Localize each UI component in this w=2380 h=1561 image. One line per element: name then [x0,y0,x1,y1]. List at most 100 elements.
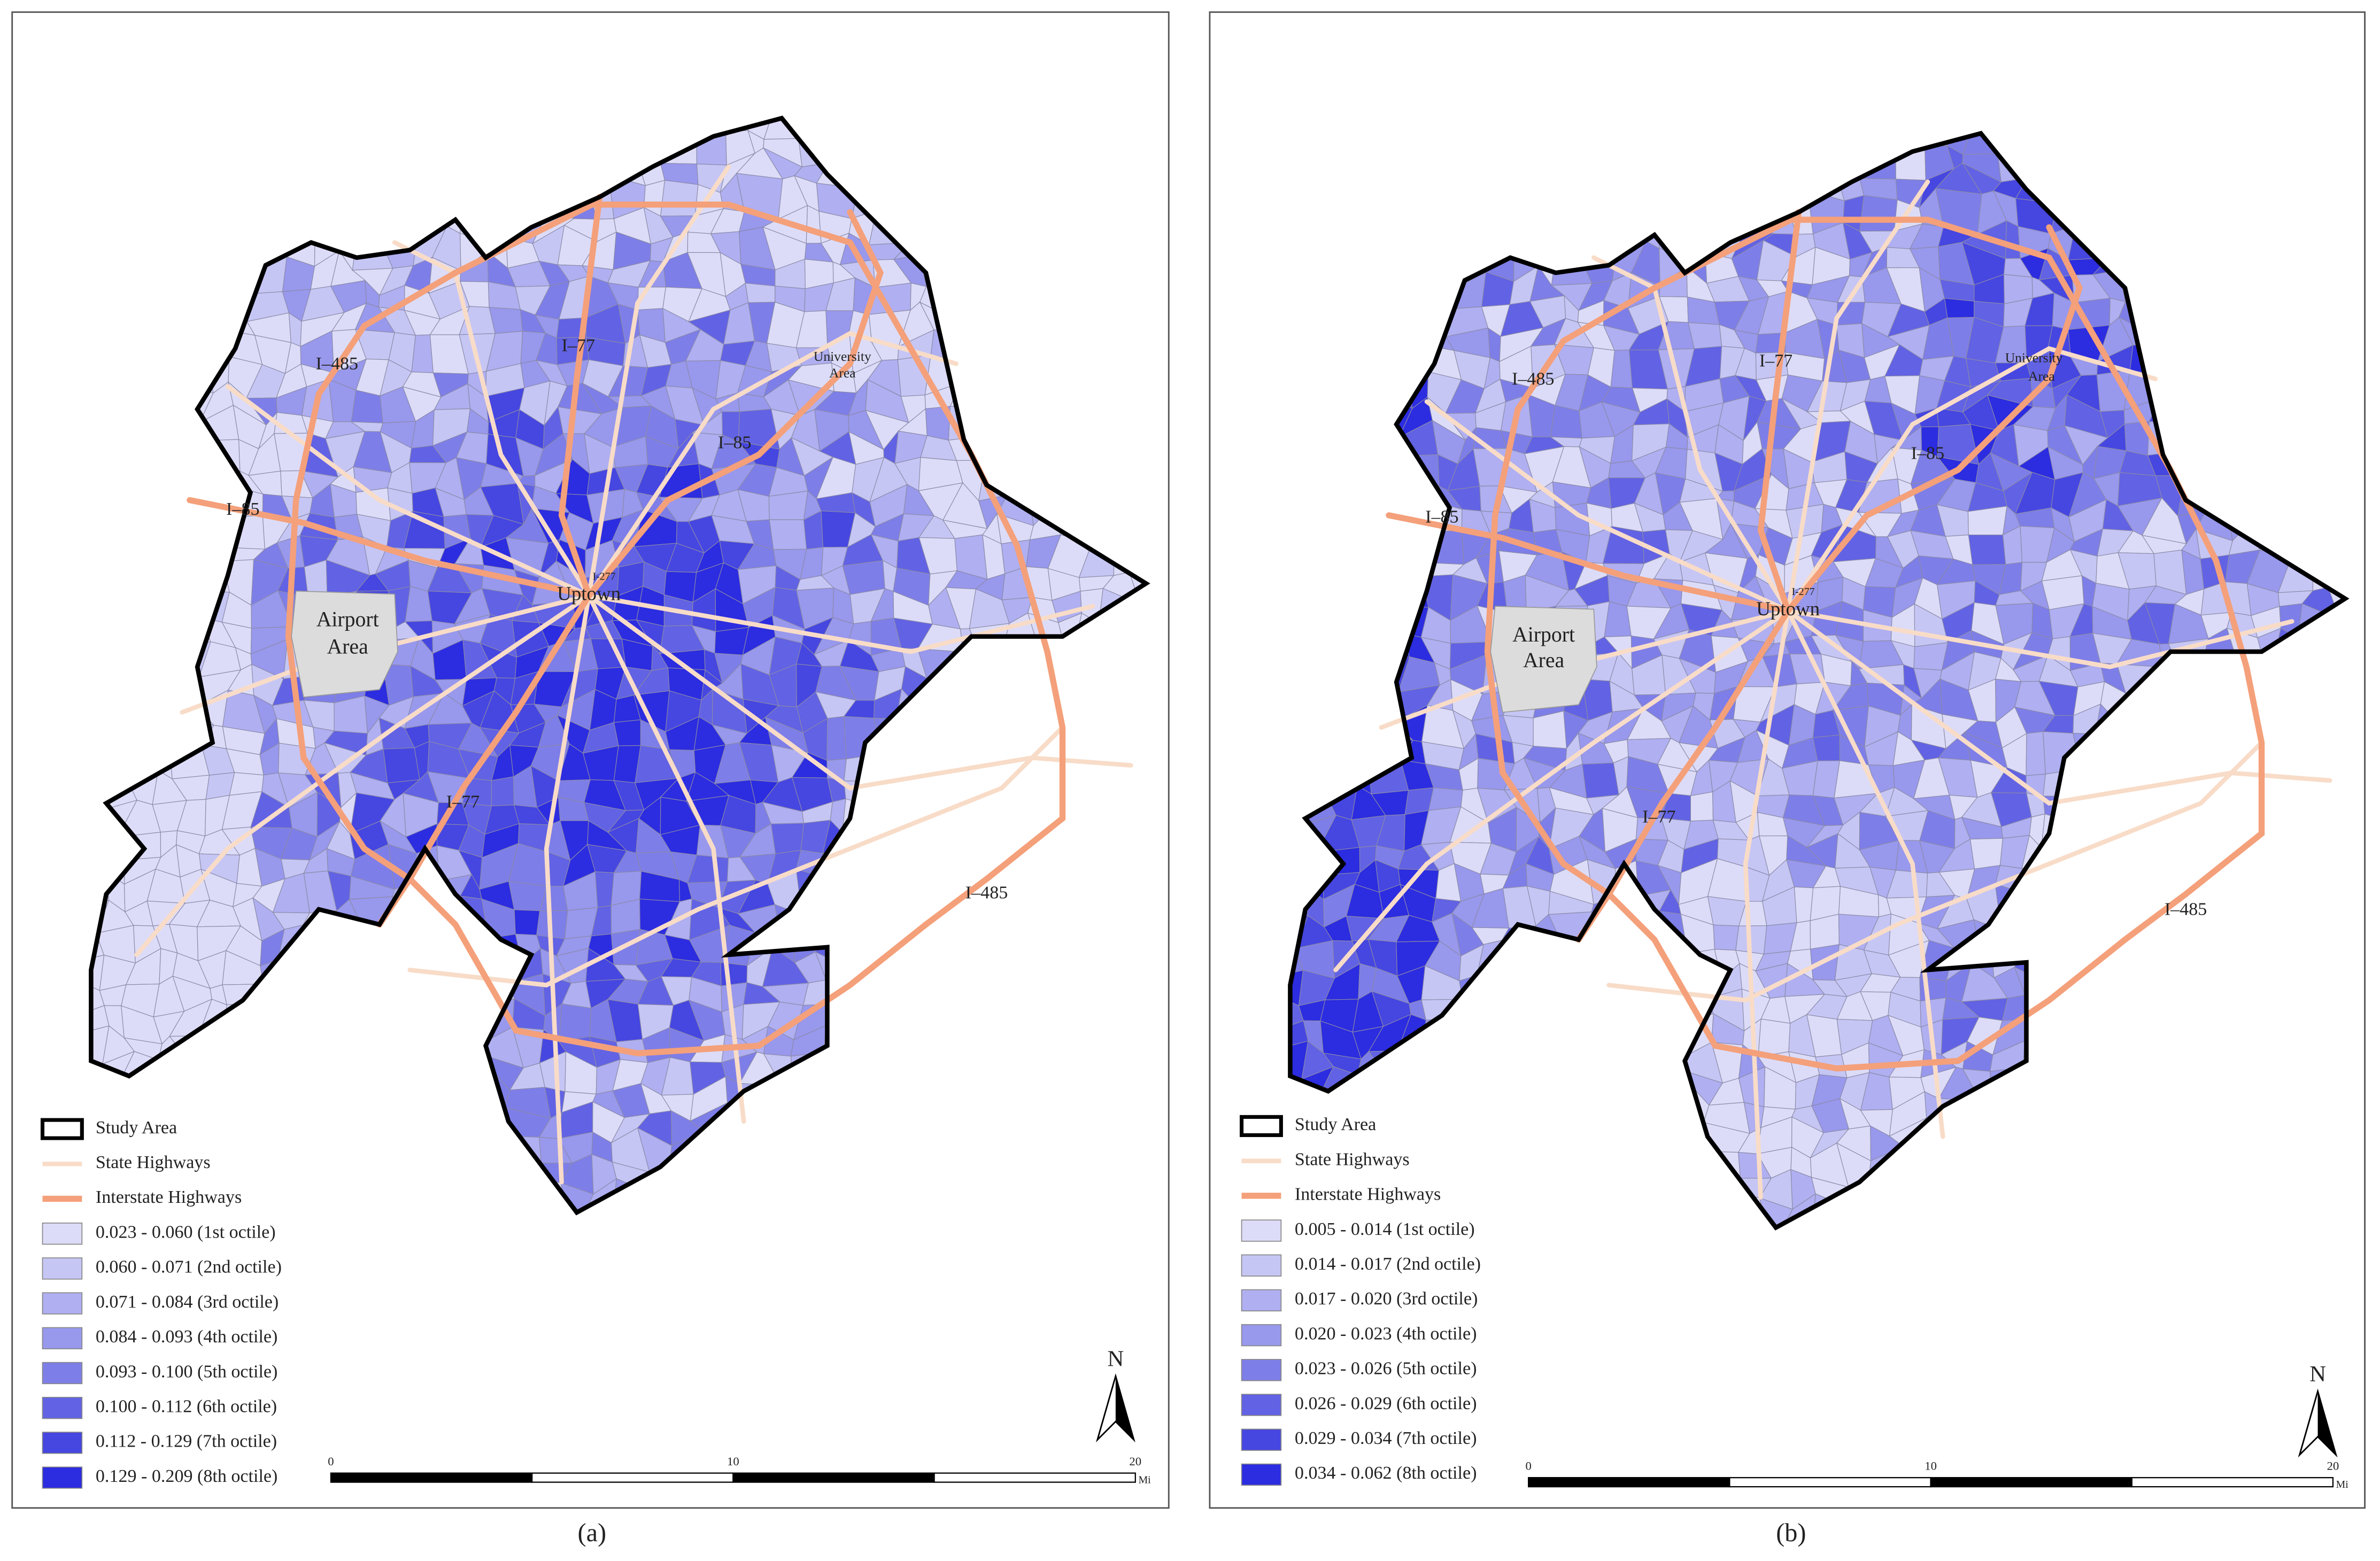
tract [727,1241,754,1258]
tract [1290,549,1308,589]
tract [949,1109,984,1134]
tract [2180,370,2204,415]
tract [481,154,524,185]
tract [559,118,602,140]
tract [1833,1195,1867,1228]
tract [789,1152,833,1195]
tract [2376,737,2380,770]
tract [1549,1123,1585,1150]
tract [636,122,661,164]
tract [1063,1055,1084,1089]
tract [2281,406,2315,441]
tract [983,1130,999,1172]
tract [869,1076,911,1116]
tract [1938,1141,1981,1180]
tract [613,719,641,746]
tract [1297,500,1319,542]
tract [666,1160,692,1199]
tract [1124,896,1146,930]
legend-label: 0.060 - 0.071 (2nd octile) [96,1257,282,1277]
tract [1026,677,1068,706]
tract [1926,1256,1953,1273]
tract [1755,175,1795,208]
tract [1500,1115,1537,1158]
tract [280,1106,314,1146]
tract [768,1207,807,1212]
tract [1331,399,1359,435]
tract [383,1087,414,1109]
tract [2325,710,2345,740]
tract [1679,1224,1721,1228]
tract [1007,957,1035,987]
tract [431,1060,473,1085]
tract [1029,844,1060,889]
tract [1152,129,1194,158]
tract [2091,1048,2126,1083]
tract [2067,823,2108,851]
tract [1554,1172,1587,1212]
tract [894,1232,937,1268]
tract [1072,302,1109,343]
tract [2272,356,2308,389]
tract [1180,1217,1222,1239]
tract [1564,1026,1584,1054]
tract [1290,636,1308,659]
tract [1608,921,1632,940]
tract [2169,1013,2213,1056]
tract [481,207,515,239]
tract [1127,388,1146,410]
tract [2202,1054,2232,1076]
tract [1704,1219,1735,1228]
tract [2092,780,2123,826]
tract [559,133,602,168]
tract [1179,1171,1209,1198]
tract [148,151,184,183]
tract [2117,191,2148,227]
tract [1305,189,1329,231]
panel-frame [1209,11,2366,1509]
tract [2351,603,2380,638]
tract [892,984,921,1009]
tract [2376,977,2380,1007]
tract [2249,1092,2283,1131]
tract [2312,1249,2335,1282]
tract [2177,356,2201,387]
tract [432,155,470,187]
tract [2173,1171,2212,1213]
tract [246,123,292,167]
tract [1294,354,1335,385]
map-label: University [2005,350,2063,366]
tract [91,643,112,682]
map-label: I–85 [1911,443,1944,463]
tract [2306,709,2327,740]
tract [2219,194,2261,229]
tract [2284,1200,2311,1227]
tract [1347,375,1382,400]
tract [1426,133,1457,157]
tract [2323,192,2345,222]
tract [2354,937,2380,981]
tract [1317,499,1357,539]
tract [1346,640,1385,670]
tract [1124,156,1146,191]
tract [1085,1185,1111,1212]
tract [2211,1202,2228,1228]
tract [904,175,937,213]
tract [667,1203,706,1212]
tract [2327,403,2345,425]
tract [1290,394,1294,441]
tract [514,909,540,936]
tract [2270,300,2310,338]
tract [1080,419,1116,452]
tract [1290,475,1307,510]
tract [1533,1209,1557,1228]
tract [1501,964,1536,1007]
tract [2199,1012,2237,1055]
tract [279,208,319,245]
tract [1152,510,1195,544]
tract [1290,1079,1302,1111]
tract [2066,914,2110,943]
tract [288,150,316,192]
tract [173,1049,214,1083]
